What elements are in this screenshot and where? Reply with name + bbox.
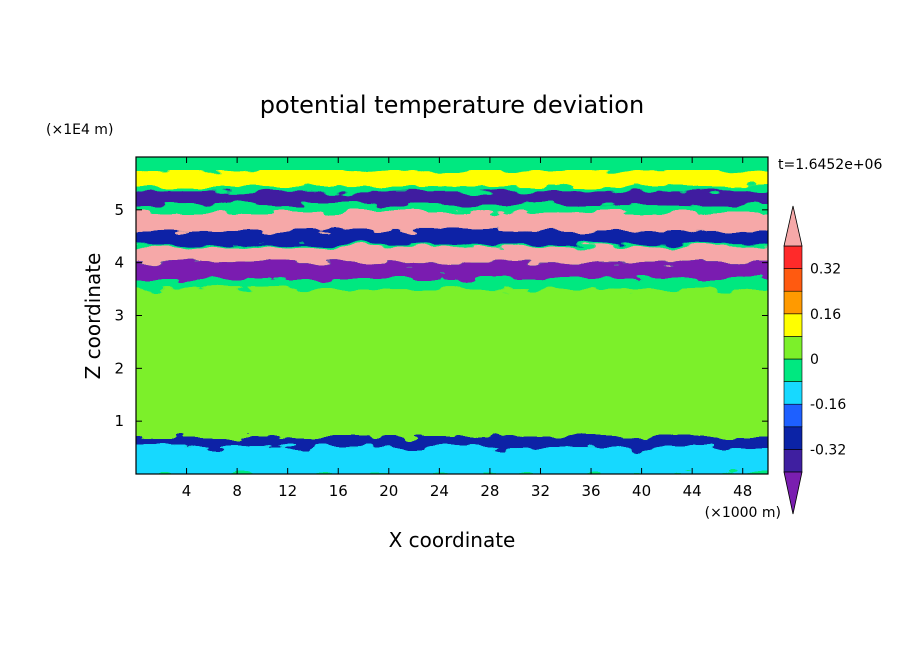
colorbar-segment <box>783 381 803 405</box>
y-axis-label: Z coordinate <box>81 253 105 380</box>
field-band <box>136 289 768 438</box>
colorbar-segment <box>783 268 803 292</box>
colorbar-tick-label: 0 <box>810 352 819 368</box>
x-tick-label: 24 <box>430 482 449 500</box>
x-tick-label: 44 <box>683 482 702 500</box>
x-tick-label: 4 <box>182 482 192 500</box>
y-tick-label: 1 <box>114 412 124 430</box>
y-tick-label: 3 <box>114 307 124 325</box>
colorbar-segment <box>783 336 803 360</box>
colorbar-segment <box>783 313 803 337</box>
colorbar-segment <box>783 290 803 315</box>
y-tick-label: 2 <box>114 359 124 377</box>
colorbar-tick-label: -0.32 <box>810 442 846 458</box>
colorbar-tick-label: 0.16 <box>810 307 841 323</box>
field-layers <box>136 170 768 474</box>
field-band <box>136 437 768 448</box>
field-band <box>136 170 768 187</box>
plot-area <box>135 156 769 475</box>
x-tick-label: 28 <box>480 482 499 500</box>
colorbar-extend-top <box>783 205 803 247</box>
y-units-label: (×1E4 m) <box>46 122 113 138</box>
x-tick-label: 48 <box>733 482 752 500</box>
field-band <box>136 246 768 263</box>
field-band <box>136 191 768 205</box>
colorbar-segment <box>783 403 803 428</box>
colorbar-extend-bottom <box>783 471 803 515</box>
y-tick-label: 4 <box>114 254 124 272</box>
x-axis: 4 8 12 16 20 24 28 32 36 40 44 48 <box>182 157 752 500</box>
time-label: t=1.6452e+06 <box>778 157 882 173</box>
y-tick-label: 5 <box>114 201 124 219</box>
x-tick-label: 16 <box>329 482 348 500</box>
colorbar-segment <box>783 449 803 473</box>
x-tick-label: 8 <box>232 482 242 500</box>
y-axis: 1 2 3 4 5 <box>114 201 768 430</box>
field-bands <box>136 170 768 474</box>
x-tick-label: 36 <box>581 482 600 500</box>
x-axis-label: X coordinate <box>389 528 516 552</box>
field-band <box>136 262 768 279</box>
field-band <box>136 447 768 474</box>
colorbar: 0.32 0.16 0 -0.16 -0.32 <box>783 205 846 515</box>
field-band <box>136 230 768 245</box>
colorbar-tick-label: -0.16 <box>810 397 846 413</box>
x-tick-label: 32 <box>531 482 550 500</box>
colorbar-segment <box>783 426 803 450</box>
x-tick-label: 40 <box>632 482 651 500</box>
colorbar-segment <box>783 245 803 269</box>
colorbar-tick-label: 0.32 <box>810 262 841 278</box>
chart-title: potential temperature deviation <box>260 91 644 119</box>
x-tick-label: 20 <box>379 482 398 500</box>
x-tick-label: 12 <box>278 482 297 500</box>
x-units-label: (×1000 m) <box>705 505 781 521</box>
field-band <box>136 212 768 231</box>
colorbar-segment <box>783 358 803 382</box>
